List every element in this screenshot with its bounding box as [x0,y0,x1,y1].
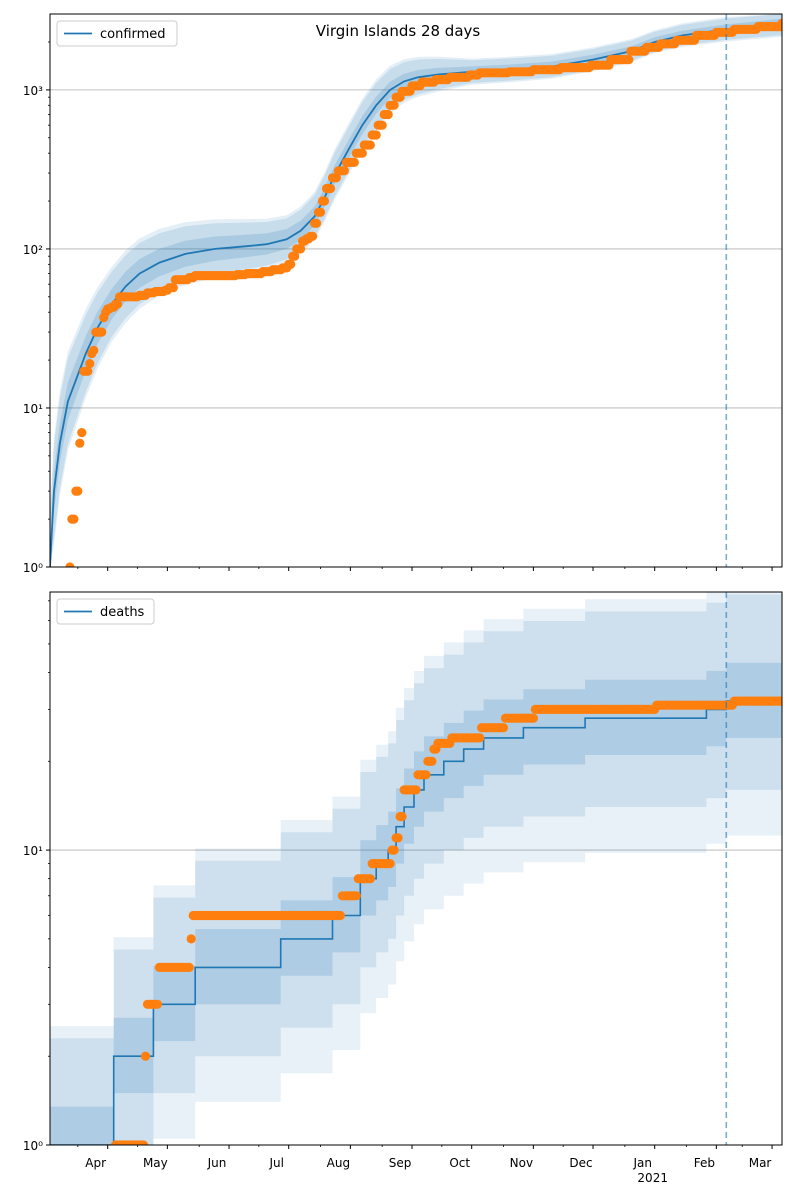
legend-label: confirmed [100,27,166,42]
observed-point [624,55,634,65]
observed-point [421,770,431,780]
observed-point [286,259,296,269]
x-tick-label: Dec [569,1156,592,1170]
chart-title: Virgin Islands 28 days [316,22,481,40]
observed-point [311,218,322,228]
observed-point [777,18,782,28]
observed-point [296,244,306,254]
axes-frame [49,591,783,1146]
observed-point [73,486,83,496]
y-tick-label: 10⁰ [23,561,43,575]
observed-point [777,696,782,706]
y-tick-label: 10³ [23,84,43,98]
x-year-label: 2021 [637,1171,668,1185]
legend-label: deaths [100,605,145,620]
uncertainty-band [50,662,782,1145]
y-tick-label: 10⁰ [23,1139,43,1153]
uncertainty-band [50,594,782,1145]
x-tick-label: Apr [85,1156,106,1170]
observed-point [315,207,326,217]
uncertainty-band [50,592,782,1145]
axes-frame [49,13,783,568]
observed-point [389,845,399,855]
observed-point [385,859,395,869]
observed-point [357,148,367,158]
observed-point [140,1051,151,1061]
observed-point [498,723,509,733]
observed-point [411,785,421,795]
legend: confirmed [56,20,178,47]
legend-box [56,598,155,625]
observed-point [397,811,407,822]
deaths-panel: 10⁰ 10¹ Apr May Jun Jul Aug Sep Oct Nov Dec Jan Feb M… [23,591,783,1185]
observed-point [89,345,99,355]
legend-box [56,20,178,47]
plot-area [50,592,782,1145]
x-tick-label: Sep [389,1156,412,1170]
observed-point [83,366,93,376]
observed-point [97,327,107,337]
x-tick-label: May [143,1156,168,1170]
observed-point [77,428,87,438]
y-tick-label: 10¹ [23,402,43,416]
plot-area [50,14,782,567]
x-tick-label: Nov [510,1156,533,1170]
observed-point [65,562,75,567]
observed-point [85,359,95,369]
observed-point [319,196,330,206]
observed-point [168,283,178,293]
x-tick-label: Jan [632,1156,652,1170]
x-tick-label: Oct [449,1156,470,1170]
observed-point [351,891,361,901]
confirmed-panel: 10⁰ 10¹ 10² 10³ confirmed [23,13,783,575]
observed-series [111,696,782,1145]
y-tick-label: 10¹ [23,844,43,858]
observed-point [186,934,196,944]
x-tick-label: Feb [694,1156,715,1170]
observed-point [383,109,393,120]
observed-point [389,100,399,110]
observed-point [349,157,359,167]
observed-point [427,756,437,766]
observed-point [365,874,375,884]
x-tick-label: Jun [207,1156,227,1170]
x-tick-label: Aug [327,1156,350,1170]
observed-point [69,514,79,524]
x-tick-label: Mar [749,1156,772,1170]
y-tick-label: 10² [23,243,43,257]
observed-point [325,183,336,194]
observed-point [377,120,387,130]
observed-point [393,833,403,843]
observed-point [339,166,349,176]
observed-point [290,251,300,261]
observed-point [75,438,85,448]
observed-point [113,299,123,309]
legend: deaths [56,598,155,625]
observed-point [331,173,341,183]
observed-point [308,231,318,241]
observed-point [365,140,375,150]
observed-point [528,713,539,723]
observed-point [184,962,194,973]
observed-point [335,910,345,921]
observed-series [65,18,782,567]
observed-point [371,130,381,140]
observed-point [152,999,162,1009]
x-tick-label: Jul [268,1156,283,1170]
observed-point [138,1140,149,1145]
observed-point [475,733,485,743]
